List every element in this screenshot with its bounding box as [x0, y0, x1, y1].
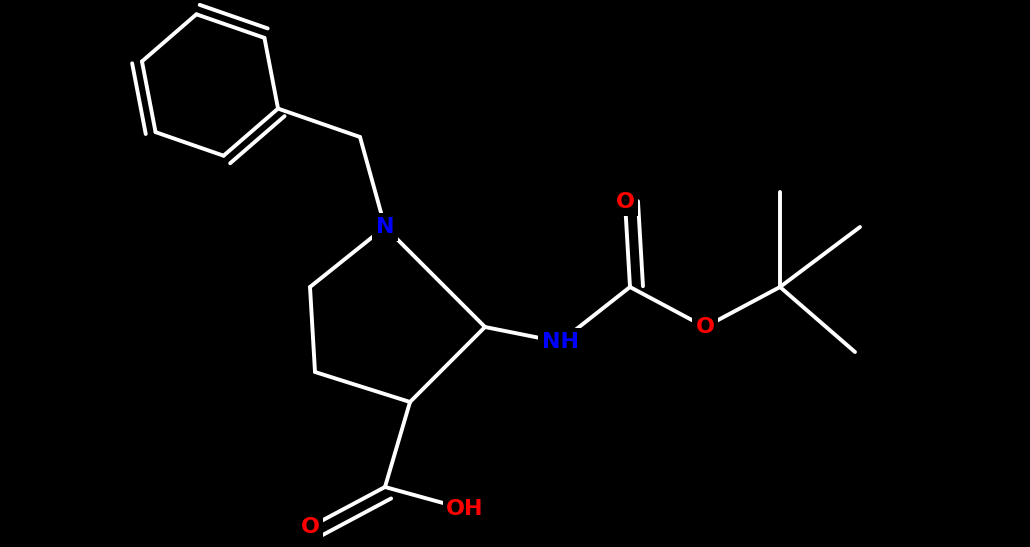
Text: O: O — [301, 517, 319, 537]
Text: N: N — [376, 217, 394, 237]
Text: O: O — [616, 192, 634, 212]
Text: O: O — [695, 317, 715, 337]
Text: NH: NH — [542, 332, 579, 352]
Text: OH: OH — [446, 499, 484, 519]
